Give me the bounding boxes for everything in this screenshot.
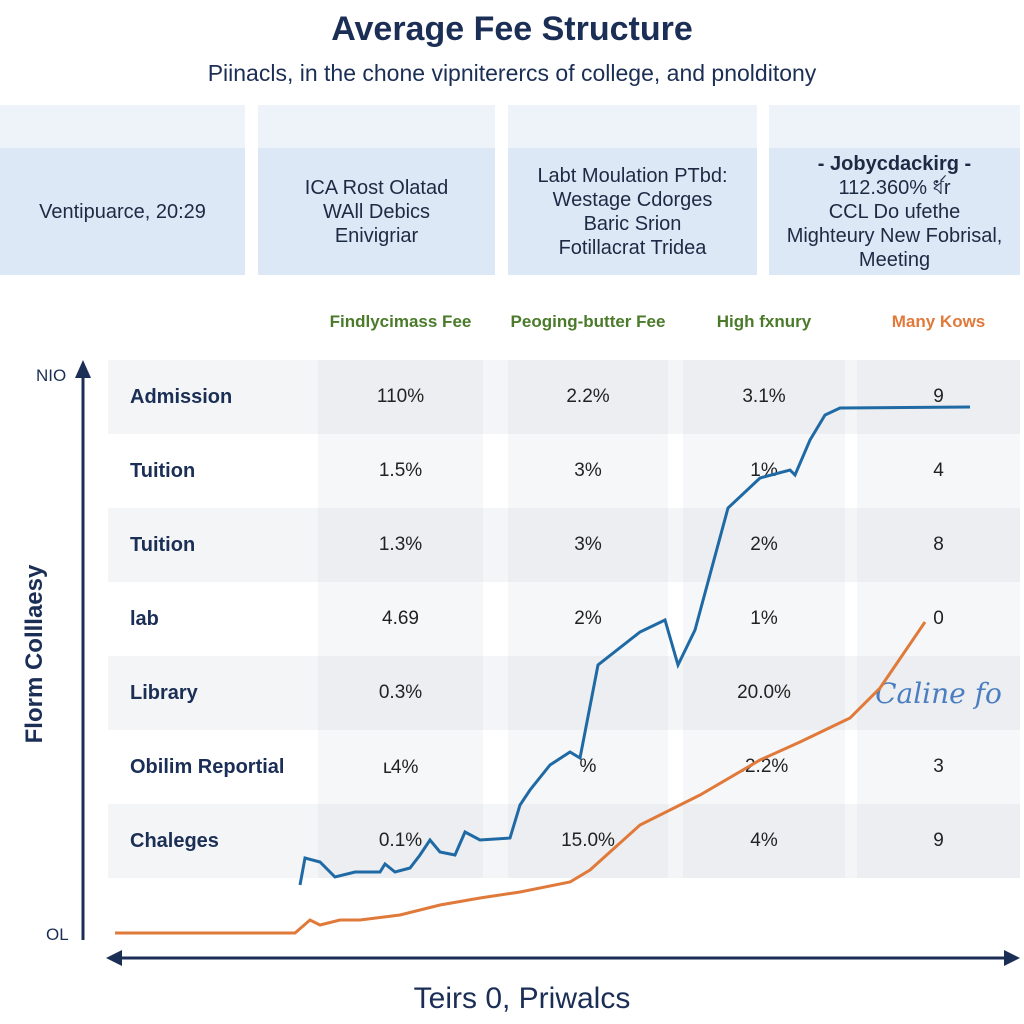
subtitle: Piinacls, in the chone vipniterercs of c… bbox=[207, 60, 817, 86]
y-label: Florm Colllaesy bbox=[21, 564, 48, 744]
cell: 15.0% bbox=[561, 830, 615, 851]
cell: 2.2% bbox=[566, 386, 610, 407]
column-header: Many Kows bbox=[891, 312, 986, 331]
column-band bbox=[683, 434, 845, 508]
column-band bbox=[318, 804, 483, 878]
x-arrow-left bbox=[106, 950, 122, 966]
column-band bbox=[318, 508, 483, 582]
card: ICA Rost Olatad WAll Debics Enivigriar bbox=[258, 148, 495, 275]
card-line: Ventipuarce, 20:29 bbox=[39, 200, 206, 223]
y-bottom: OL bbox=[46, 925, 69, 944]
column-band bbox=[683, 730, 845, 804]
cell: 3% bbox=[574, 460, 602, 481]
cell: 0 bbox=[933, 608, 944, 629]
card-line: CCL Do ufethe bbox=[828, 200, 961, 223]
column-band bbox=[683, 360, 845, 434]
card-line: WAll Debics bbox=[322, 200, 431, 223]
cell: 4 bbox=[933, 460, 944, 481]
cell: .2.2% bbox=[739, 756, 789, 777]
cell: 2% bbox=[574, 608, 602, 629]
column-band bbox=[857, 656, 1020, 730]
cell: 4.69 bbox=[382, 608, 419, 629]
cell: 4% bbox=[750, 830, 778, 851]
card-line: Mighteury New Fobrisal, bbox=[786, 224, 1003, 247]
column-band bbox=[508, 804, 668, 878]
card-line: 112.360% র্ধr bbox=[838, 176, 951, 199]
card-line: Westage Cdorges bbox=[552, 188, 713, 211]
cell: ւ4% bbox=[382, 756, 419, 778]
column-band bbox=[857, 804, 1020, 878]
column-band bbox=[857, 508, 1020, 582]
orange-trend bbox=[115, 621, 927, 935]
row-label: Admission bbox=[130, 385, 233, 408]
column-band bbox=[857, 434, 1020, 508]
blue-trend bbox=[298, 405, 971, 886]
cell: 0.3% bbox=[378, 682, 423, 703]
column-band bbox=[508, 582, 668, 656]
column-header: Findlycimass Fee bbox=[329, 312, 472, 331]
column-band bbox=[857, 582, 1020, 656]
cell: 9 bbox=[933, 386, 944, 407]
cell: 8 bbox=[933, 534, 944, 555]
cell: 3% bbox=[574, 534, 602, 555]
cell: 1% bbox=[750, 608, 778, 629]
card: - Jobycdackirg -112.360% র্ধr CCL Do ufet… bbox=[769, 148, 1020, 275]
column-band bbox=[683, 804, 845, 878]
cell: 20.0% bbox=[737, 682, 791, 703]
column-header: Peoging-butter Fee bbox=[510, 312, 666, 331]
column-band bbox=[683, 582, 845, 656]
y-top: NIO bbox=[36, 366, 67, 385]
card-line: Enivigriar bbox=[334, 224, 419, 247]
column-band bbox=[318, 730, 483, 804]
row-label: Tuition bbox=[130, 459, 196, 482]
y-arrow bbox=[75, 360, 91, 378]
column-band bbox=[683, 656, 845, 730]
cell: 3 bbox=[933, 756, 944, 777]
row-label: Library bbox=[130, 681, 198, 704]
card-strip bbox=[769, 105, 1020, 148]
column-band bbox=[508, 730, 668, 804]
column-band bbox=[857, 360, 1020, 434]
card-line: - Jobycdackirg - bbox=[817, 152, 972, 175]
x-label: Teirs 0, Priwalcs bbox=[413, 982, 631, 1015]
column-header: High fxnury bbox=[716, 312, 812, 331]
card: Labt Moulation PTbd: Westage Cdorges Baric… bbox=[508, 148, 757, 275]
column-band bbox=[318, 656, 483, 730]
title: Average Fee Structure bbox=[331, 10, 693, 48]
card-strip bbox=[258, 105, 495, 148]
column-band bbox=[857, 730, 1020, 804]
row-label: Chaleges bbox=[130, 829, 219, 852]
cell: 0.1% bbox=[378, 830, 423, 851]
row-label: Tuition bbox=[130, 533, 196, 556]
row-label: Obilim Reportial bbox=[130, 755, 285, 778]
card-line: Meeting bbox=[858, 248, 931, 271]
cell: 1.3% bbox=[378, 534, 423, 555]
card-strip bbox=[0, 105, 245, 148]
cell: 9 bbox=[933, 830, 944, 851]
card-line: Fotillacrat Tridea bbox=[558, 236, 707, 259]
card: Ventipuarce, 20:29 bbox=[0, 148, 245, 275]
column-band bbox=[508, 360, 668, 434]
card-line: Baric Srion bbox=[583, 212, 682, 235]
cell: 2% bbox=[750, 534, 778, 555]
card-line: Labt Moulation PTbd: bbox=[537, 164, 728, 187]
cell: 110% bbox=[376, 386, 425, 407]
x-arrow-right bbox=[1004, 950, 1020, 966]
row-label: lab bbox=[130, 607, 159, 630]
cell: 3.1% bbox=[742, 386, 786, 407]
column-band bbox=[508, 434, 668, 508]
column-band bbox=[318, 582, 483, 656]
cell: Caline fo bbox=[875, 676, 1002, 710]
card-line: ICA Rost Olatad bbox=[304, 176, 449, 199]
cell: % bbox=[579, 756, 597, 777]
column-band bbox=[318, 360, 483, 434]
column-band bbox=[508, 508, 668, 582]
card-strip bbox=[508, 105, 757, 148]
column-band bbox=[318, 434, 483, 508]
cell: 1.5% bbox=[378, 460, 423, 481]
